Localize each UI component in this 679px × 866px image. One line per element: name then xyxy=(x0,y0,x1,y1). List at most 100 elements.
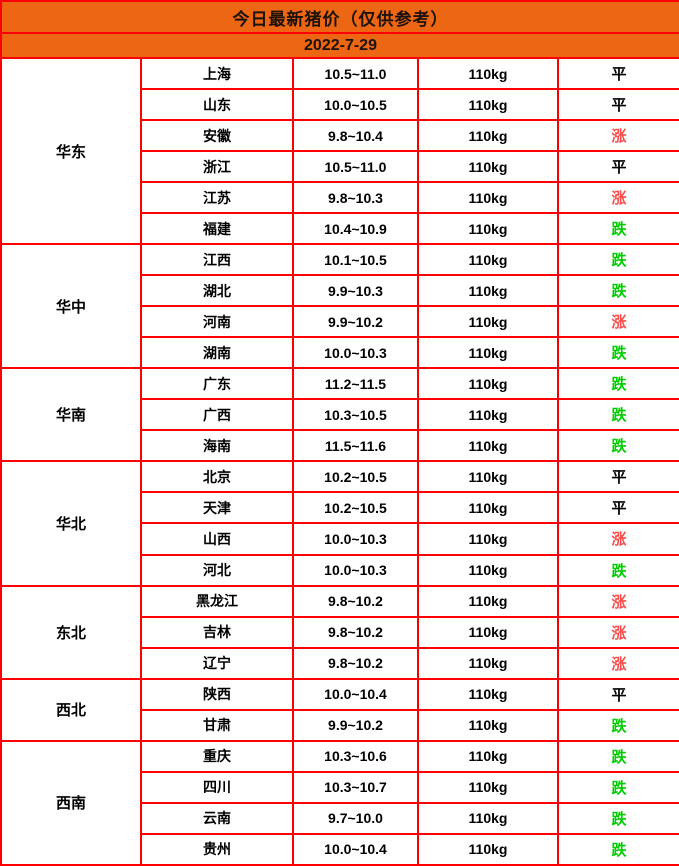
price-cell: 9.9~10.2 xyxy=(292,305,419,339)
table-row: 山西 10.0~10.3 110kg 涨 xyxy=(1,522,679,556)
weight-cell: 110kg xyxy=(417,305,559,339)
price-cell: 10.0~10.3 xyxy=(292,336,419,370)
province-cell: 天津 xyxy=(140,491,294,525)
trend-cell: 跌 xyxy=(556,770,679,804)
price-cell: 11.5~11.6 xyxy=(292,429,419,463)
price-cell: 10.3~10.7 xyxy=(292,770,419,804)
province-cell: 吉林 xyxy=(140,615,294,649)
table-row: 吉林 9.8~10.2 110kg 涨 xyxy=(1,615,679,649)
province-cell: 陕西 xyxy=(140,677,294,711)
price-cell: 10.3~10.6 xyxy=(292,739,419,773)
price-cell: 10.0~10.4 xyxy=(292,677,419,711)
weight-cell: 110kg xyxy=(417,119,559,153)
price-cell: 9.8~10.2 xyxy=(292,615,419,649)
table-row: 四川 10.3~10.7 110kg 跌 xyxy=(1,770,679,804)
weight-cell: 110kg xyxy=(417,460,559,494)
price-cell: 10.0~10.4 xyxy=(292,832,419,866)
trend-cell: 跌 xyxy=(556,398,679,432)
region-cell: 西南 xyxy=(0,739,142,866)
province-cell: 重庆 xyxy=(140,739,294,773)
trend-cell: 跌 xyxy=(556,739,679,773)
date-label: 2022-7-29 xyxy=(0,32,679,59)
weight-cell: 110kg xyxy=(417,553,559,587)
trend-cell: 涨 xyxy=(556,584,679,618)
weight-cell: 110kg xyxy=(417,615,559,649)
table-row: 广西 10.3~10.5 110kg 跌 xyxy=(1,398,679,432)
trend-cell: 跌 xyxy=(556,274,679,308)
weight-cell: 110kg xyxy=(417,274,559,308)
province-cell: 浙江 xyxy=(140,150,294,184)
price-cell: 11.2~11.5 xyxy=(292,367,419,401)
trend-cell: 跌 xyxy=(556,212,679,246)
trend-cell: 平 xyxy=(556,56,679,91)
table-row: 西南 重庆 10.3~10.6 110kg 跌 xyxy=(0,739,679,866)
title-row: 今日最新猪价（仅供参考） xyxy=(0,0,679,34)
province-cell: 广东 xyxy=(140,367,294,401)
trend-cell: 平 xyxy=(556,491,679,525)
trend-cell: 涨 xyxy=(556,522,679,556)
weight-cell: 110kg xyxy=(417,398,559,432)
table-row: 云南 9.7~10.0 110kg 跌 xyxy=(1,801,679,835)
weight-cell: 110kg xyxy=(417,491,559,525)
trend-cell: 跌 xyxy=(556,429,679,463)
price-cell: 10.5~11.0 xyxy=(292,150,419,184)
province-cell: 广西 xyxy=(140,398,294,432)
weight-cell: 110kg xyxy=(417,429,559,463)
weight-cell: 110kg xyxy=(417,522,559,556)
weight-cell: 110kg xyxy=(417,367,559,401)
trend-cell: 跌 xyxy=(556,336,679,370)
price-cell: 9.9~10.2 xyxy=(292,708,419,742)
table-row: 安徽 9.8~10.4 110kg 涨 xyxy=(1,119,679,153)
province-cell: 湖北 xyxy=(140,274,294,308)
date-row: 2022-7-29 xyxy=(0,32,679,59)
province-cell: 海南 xyxy=(140,429,294,463)
weight-cell: 110kg xyxy=(417,150,559,184)
trend-cell: 平 xyxy=(556,150,679,184)
trend-cell: 跌 xyxy=(556,832,679,866)
price-cell: 10.4~10.9 xyxy=(292,212,419,246)
table-row: 河北 10.0~10.3 110kg 跌 xyxy=(1,553,679,587)
weight-cell: 110kg xyxy=(417,801,559,835)
province-cell: 河北 xyxy=(140,553,294,587)
weight-cell: 110kg xyxy=(417,88,559,122)
table-row: 华东 上海 10.5~11.0 110kg 平 xyxy=(0,56,679,246)
province-cell: 四川 xyxy=(140,770,294,804)
region-cell: 西北 xyxy=(0,677,142,742)
table-row: 贵州 10.0~10.4 110kg 跌 xyxy=(1,832,679,866)
province-cell: 山东 xyxy=(140,88,294,122)
weight-cell: 110kg xyxy=(417,181,559,215)
weight-cell: 110kg xyxy=(417,212,559,246)
province-cell: 上海 xyxy=(140,56,294,91)
price-cell: 10.0~10.3 xyxy=(292,522,419,556)
weight-cell: 110kg xyxy=(417,770,559,804)
price-cell: 9.8~10.2 xyxy=(292,584,419,618)
weight-cell: 110kg xyxy=(417,739,559,773)
province-cell: 安徽 xyxy=(140,119,294,153)
weight-cell: 110kg xyxy=(417,708,559,742)
province-cell: 贵州 xyxy=(140,832,294,866)
province-cell: 河南 xyxy=(140,305,294,339)
price-cell: 10.1~10.5 xyxy=(292,243,419,277)
table-row: 江苏 9.8~10.3 110kg 涨 xyxy=(1,181,679,215)
weight-cell: 110kg xyxy=(417,677,559,711)
price-cell: 9.9~10.3 xyxy=(292,274,419,308)
table-row: 天津 10.2~10.5 110kg 平 xyxy=(1,491,679,525)
trend-cell: 涨 xyxy=(556,615,679,649)
table-row: 辽宁 9.8~10.2 110kg 涨 xyxy=(1,646,679,680)
trend-cell: 涨 xyxy=(556,119,679,153)
weight-cell: 110kg xyxy=(417,584,559,618)
trend-cell: 涨 xyxy=(556,305,679,339)
table-row: 浙江 10.5~11.0 110kg 平 xyxy=(1,150,679,184)
province-cell: 辽宁 xyxy=(140,646,294,680)
price-cell: 9.8~10.4 xyxy=(292,119,419,153)
price-cell: 10.0~10.5 xyxy=(292,88,419,122)
trend-cell: 涨 xyxy=(556,181,679,215)
table-row: 东北 黑龙江 9.8~10.2 110kg 涨 xyxy=(0,584,679,680)
province-cell: 北京 xyxy=(140,460,294,494)
table-row: 华南 广东 11.2~11.5 110kg 跌 xyxy=(0,367,679,463)
weight-cell: 110kg xyxy=(417,646,559,680)
trend-cell: 跌 xyxy=(556,801,679,835)
trend-cell: 涨 xyxy=(556,646,679,680)
price-cell: 10.2~10.5 xyxy=(292,460,419,494)
